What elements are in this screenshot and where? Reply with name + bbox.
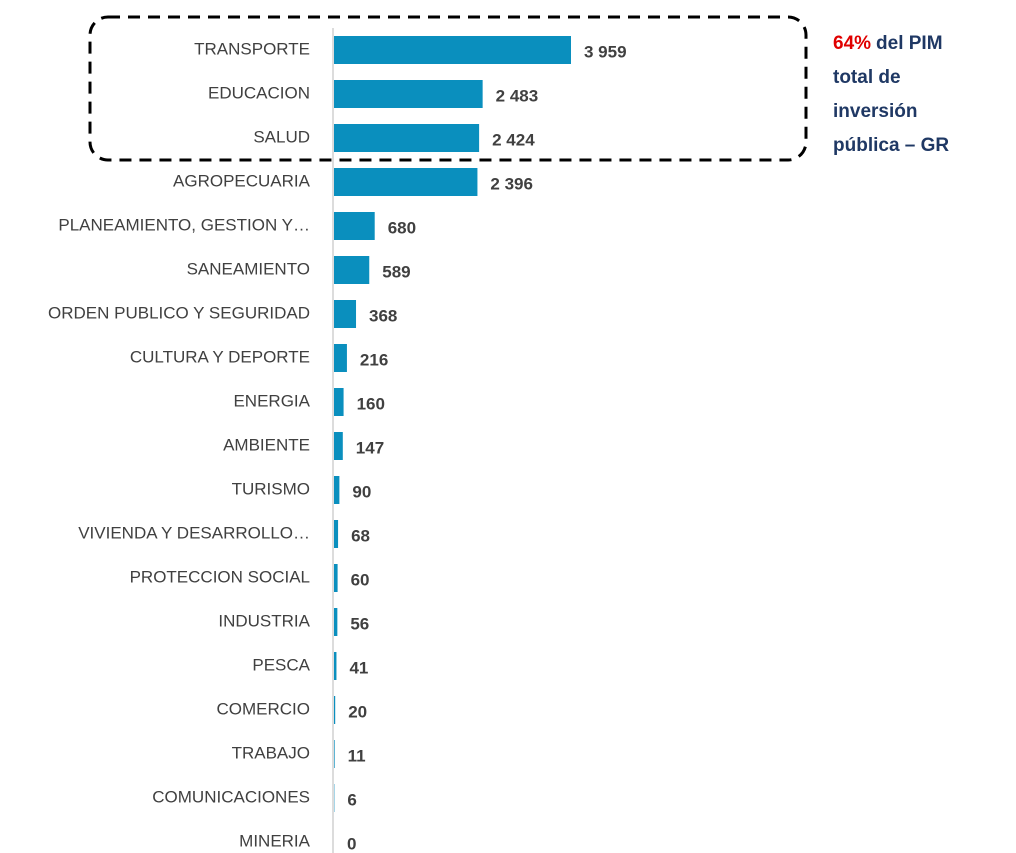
bar: [334, 256, 370, 284]
value-label: 2 483: [496, 86, 539, 105]
category-label: TRABAJO: [232, 743, 310, 762]
bar: [334, 696, 336, 724]
value-label: 589: [382, 262, 410, 281]
category-label: AMBIENTE: [223, 435, 310, 454]
annotation-highlight: 64%: [833, 33, 871, 54]
category-label: SALUD: [253, 127, 310, 146]
bar: [334, 652, 337, 680]
annotation-line: pública – GR: [833, 135, 949, 156]
category-label: COMERCIO: [217, 699, 311, 718]
category-label: COMUNICACIONES: [152, 787, 310, 806]
value-label: 3 959: [584, 42, 627, 61]
bar: [334, 168, 478, 196]
value-label: 20: [348, 702, 367, 721]
bar: [334, 740, 335, 768]
value-label: 60: [351, 570, 370, 589]
category-label: TRANSPORTE: [194, 39, 310, 58]
category-label: PESCA: [252, 655, 310, 674]
bar: [334, 520, 339, 548]
bar: [334, 388, 344, 416]
bar: [334, 344, 347, 372]
bar: [334, 432, 343, 460]
bar: [334, 476, 340, 504]
category-label: ORDEN PUBLICO Y SEGURIDAD: [48, 303, 310, 322]
category-label: AGROPECUARIA: [173, 171, 311, 190]
value-label: 2 396: [490, 174, 533, 193]
category-label: MINERIA: [239, 831, 311, 850]
bar: [334, 212, 375, 240]
value-label: 68: [351, 526, 370, 545]
category-label: EDUCACION: [208, 83, 310, 102]
bar: [334, 300, 357, 328]
value-label: 2 424: [492, 130, 535, 149]
bar: [334, 80, 483, 108]
value-label: 11: [348, 746, 366, 765]
annotation: 64% del PIM: [833, 33, 943, 54]
value-label: 41: [349, 658, 368, 677]
value-label: 90: [352, 482, 371, 501]
bar: [334, 608, 338, 636]
bar: [334, 124, 480, 152]
category-label: TURISMO: [232, 479, 310, 498]
highlight-box: [88, 15, 808, 162]
category-label: VIVIENDA Y DESARROLLO…: [78, 523, 310, 542]
value-label: 216: [360, 350, 388, 369]
value-label: 368: [369, 306, 397, 325]
category-label: CULTURA Y DEPORTE: [130, 347, 310, 366]
value-label: 0: [347, 834, 356, 853]
category-label: PROTECCION SOCIAL: [130, 567, 310, 586]
bar: [334, 564, 338, 592]
category-label: PLANEAMIENTO, GESTION Y…: [58, 215, 310, 234]
annotation-line: total de: [833, 67, 901, 88]
bar: [334, 36, 571, 64]
category-label: ENERGIA: [233, 391, 310, 410]
category-label: SANEAMIENTO: [187, 259, 310, 278]
annotation-line: del PIM: [876, 33, 943, 54]
value-label: 147: [356, 438, 384, 457]
value-label: 6: [347, 790, 356, 809]
value-label: 680: [388, 218, 416, 237]
value-label: 160: [357, 394, 385, 413]
category-label: INDUSTRIA: [218, 611, 310, 630]
annotation-line: inversión: [833, 101, 917, 122]
value-label: 56: [350, 614, 369, 633]
